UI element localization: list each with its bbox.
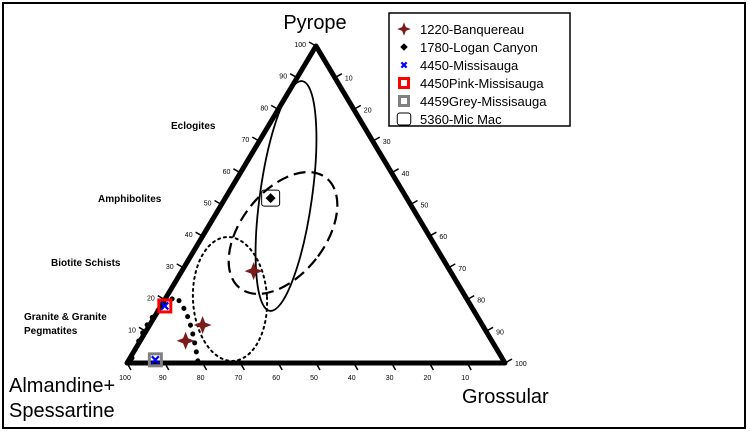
tick-label-grossular: 80 [477, 298, 485, 305]
tick-mark-pyrope [308, 41, 317, 47]
data-point [265, 193, 276, 204]
chart-frame [2, 2, 746, 429]
tick-label-grossular: 40 [402, 171, 410, 178]
field-label-granite-1: Granite & Granite [24, 312, 107, 323]
apex-label-spessartine: Spessartine [9, 400, 115, 422]
legend-marker [400, 61, 408, 69]
data-point [193, 315, 212, 334]
field-envelopes [129, 80, 339, 365]
data-point [176, 331, 195, 350]
legend-entry: 4450-Missisauga [420, 58, 519, 73]
tick-mark-grossular [447, 263, 456, 269]
tick-mark-grossular [372, 136, 381, 142]
tick-label-grossular: 90 [496, 329, 504, 336]
legend-marker [397, 22, 411, 36]
data-point [151, 355, 160, 365]
tick-mark-pyrope [176, 263, 185, 269]
tick-label-almandine: 40 [348, 375, 356, 382]
tick-label-pyrope: 70 [242, 137, 250, 144]
tick-mark-pyrope [214, 199, 222, 206]
tick-label-grossular: 100 [515, 361, 527, 368]
tick-label-almandine: 30 [386, 375, 394, 382]
legend-box [388, 12, 571, 127]
field-label-eclogites: Eclogites [171, 121, 216, 132]
tick-mark-grossular [410, 199, 418, 206]
legend-marker [400, 43, 408, 51]
data-point [147, 352, 163, 368]
tick-mark-almandine [353, 362, 359, 371]
field-label-amphibolites: Amphibolites [98, 194, 162, 205]
legend-marker [398, 77, 410, 89]
tick-mark-pyrope [270, 104, 279, 111]
tick-mark-almandine [466, 362, 472, 371]
tick-label-almandine: 90 [159, 375, 167, 382]
tick-mark-grossular [429, 231, 437, 237]
tick-label-pyrope: 10 [128, 327, 136, 334]
tick-label-almandine: 70 [235, 375, 243, 382]
tick-mark-almandine [390, 362, 397, 371]
tick-mark-almandine [239, 362, 246, 371]
tick-label-grossular: 60 [439, 234, 447, 241]
tick-mark-pyrope [138, 326, 147, 332]
apex-label-almandine: Almandine+ [9, 375, 115, 397]
legend-entry: 1780-Logan Canyon [420, 40, 538, 55]
tick-label-grossular: 10 [345, 76, 353, 83]
tick-mark-grossular [504, 358, 513, 364]
legend-marker [396, 112, 412, 126]
tick-label-grossular: 20 [364, 107, 372, 114]
tick-mark-grossular [466, 294, 475, 301]
tick-mark-grossular [334, 73, 343, 79]
data-point [157, 298, 173, 314]
tick-label-almandine: 10 [461, 375, 469, 382]
legend: 1220-Banquereau 1780-Logan Canyon 4450-Mis… [388, 12, 571, 127]
tick-label-pyrope: 30 [166, 264, 174, 271]
tick-label-almandine: 20 [424, 375, 432, 382]
apex-label-grossular: Grossular [462, 386, 549, 408]
field-amphibolites-outline [227, 170, 339, 296]
tick-label-pyrope: 20 [147, 296, 155, 303]
legend-entry: 5360-Mic Mac [420, 112, 502, 127]
data-point [244, 262, 263, 281]
tick-mark-pyrope [251, 136, 260, 142]
tick-mark-grossular [391, 168, 399, 174]
data-point [261, 189, 281, 207]
tick-label-grossular: 70 [458, 266, 466, 273]
legend-marker [398, 95, 410, 107]
tick-label-pyrope: 80 [260, 105, 268, 112]
tick-label-pyrope: 90 [279, 74, 287, 81]
field-label-granite-2: Pegmatites [24, 326, 78, 337]
field-label-biotite-schists: Biotite Schists [51, 258, 121, 269]
tick-mark-almandine [164, 362, 170, 371]
tick-label-almandine: 60 [272, 375, 280, 382]
field-eclogites-outline [254, 80, 318, 312]
data-point [160, 301, 170, 311]
tick-mark-almandine [428, 362, 435, 371]
tick-marks: 10 10 10 20 20 20 30 30 30 40 40 40 50 50 50 60 60 60 70 70… [119, 41, 527, 382]
tick-label-pyrope: 40 [185, 232, 193, 239]
tick-mark-grossular [485, 326, 494, 332]
tick-label-pyrope: 50 [204, 201, 212, 208]
tick-mark-pyrope [195, 231, 203, 237]
apex-label-pyrope: Pyrope [283, 12, 346, 34]
tick-mark-pyrope [289, 73, 298, 79]
tick-label-grossular: 50 [421, 203, 429, 210]
tick-label-pyrope: 100 [294, 42, 306, 49]
tick-label-almandine: 80 [197, 375, 205, 382]
data-points [147, 189, 281, 368]
legend-entry: 1220-Banquereau [420, 22, 524, 37]
tick-mark-almandine [277, 362, 283, 371]
tick-mark-almandine [126, 362, 132, 371]
tick-mark-almandine [201, 362, 208, 371]
tick-label-grossular: 30 [383, 139, 391, 146]
legend-entry: 4459Grey-Missisauga [420, 94, 547, 109]
tick-mark-almandine [315, 362, 321, 371]
tick-label-almandine: 50 [310, 375, 318, 382]
legend-entry: 4450Pink-Missisauga [420, 76, 544, 91]
tick-mark-grossular [353, 104, 362, 111]
tick-label-almandine: 100 [119, 375, 131, 382]
tick-mark-pyrope [233, 168, 241, 174]
tick-label-pyrope: 60 [223, 169, 231, 176]
